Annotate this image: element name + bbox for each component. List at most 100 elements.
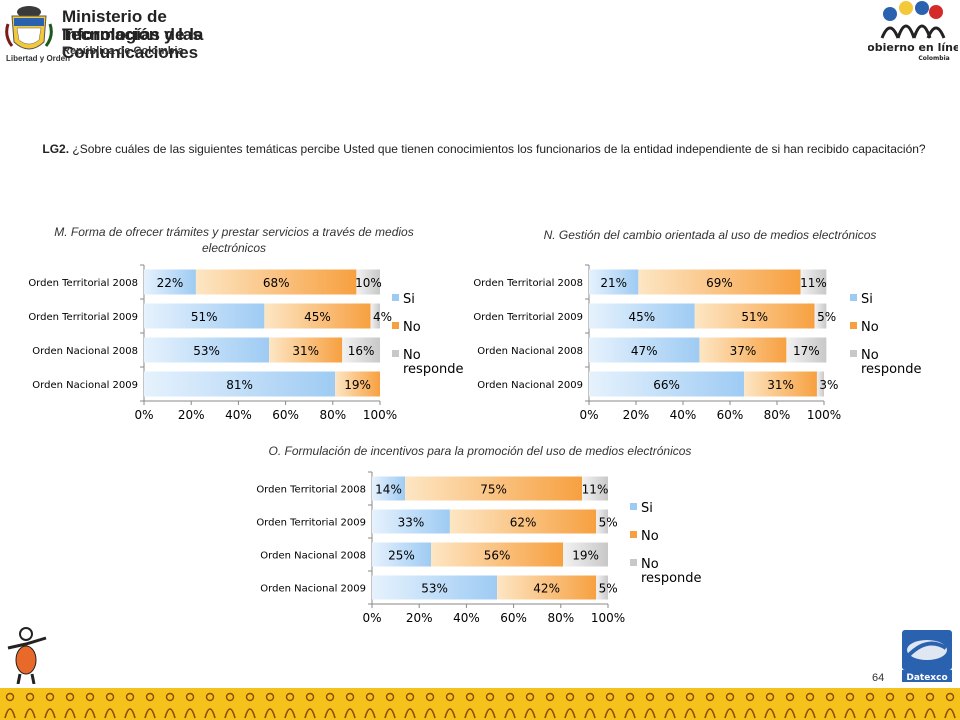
bar-segment-si xyxy=(144,337,270,363)
person-head-icon xyxy=(165,692,175,702)
x-tick-label: 40% xyxy=(670,408,697,422)
bar-segment-si xyxy=(589,337,700,363)
legend-swatch xyxy=(630,559,637,566)
data-label: 19% xyxy=(344,378,371,392)
datexco-brand: Datexco xyxy=(906,673,947,683)
bar-segment-no xyxy=(699,337,787,363)
bar-segment-no xyxy=(449,509,597,534)
person-body-icon xyxy=(804,708,816,719)
bar-segment-no-responde xyxy=(816,371,824,397)
chart-o: Orden Territorial 2008 14% 75% 11% Orden Ter… xyxy=(256,471,702,625)
person-body-icon xyxy=(184,708,196,719)
x-tick-label: 0% xyxy=(134,408,153,422)
person-body-icon xyxy=(324,708,336,719)
person-body-icon xyxy=(124,708,136,719)
footer-people-border xyxy=(0,688,960,720)
person-head-icon xyxy=(265,692,275,702)
person-head-icon xyxy=(85,692,95,702)
category-label: Orden Nacional 2009 xyxy=(32,380,138,391)
bar-segment-no xyxy=(497,575,597,600)
ministry-name-line1: Ministerio de Tecnologías de la xyxy=(62,7,204,44)
person-body-icon xyxy=(404,708,416,719)
person-body-icon xyxy=(284,708,296,719)
x-tick-label: 60% xyxy=(272,408,299,422)
person-body-icon xyxy=(204,708,216,719)
data-label: 17% xyxy=(793,344,820,358)
bar-segment-no-responde xyxy=(563,542,608,567)
data-label: 56% xyxy=(484,549,511,563)
bar-segment-no xyxy=(694,303,815,329)
person-body-icon xyxy=(264,708,276,719)
person-body-icon xyxy=(524,708,536,719)
person-head-icon xyxy=(625,692,635,702)
legend-label: Si xyxy=(861,292,873,307)
x-tick-label: 100% xyxy=(591,611,625,625)
bar-segment-no xyxy=(269,337,343,363)
person-body-icon xyxy=(684,708,696,719)
person-head-icon xyxy=(245,692,255,702)
person-head-icon xyxy=(765,692,775,702)
person-head-icon xyxy=(425,692,435,702)
person-head-icon xyxy=(305,692,315,702)
chart-n-title: N. Gestión del cambio orientada al uso d… xyxy=(543,228,877,242)
data-label: 5% xyxy=(817,310,836,324)
person-head-icon xyxy=(185,692,195,702)
x-tick-label: 20% xyxy=(623,408,650,422)
category-label: Orden Territorial 2008 xyxy=(473,278,583,289)
person-body-icon xyxy=(884,708,896,719)
bar-segment-no-responde xyxy=(342,337,380,363)
person-head-icon xyxy=(45,692,55,702)
x-tick-label: 0% xyxy=(579,408,598,422)
legend-swatch xyxy=(850,294,857,301)
person-body-icon xyxy=(4,708,16,719)
data-label: 68% xyxy=(263,276,290,290)
person-body-icon xyxy=(944,708,956,719)
legend-swatch xyxy=(850,350,857,357)
page-number: 64 xyxy=(872,672,885,684)
question-body: ¿Sobre cuáles de las siguientes temática… xyxy=(72,142,926,156)
person-head-icon xyxy=(705,692,715,702)
gobierno-name: Gobierno en línea xyxy=(868,41,958,54)
person-body-icon xyxy=(624,708,636,719)
person-body-icon xyxy=(344,708,356,719)
category-label: Orden Nacional 2008 xyxy=(477,346,583,357)
data-label: 45% xyxy=(304,310,331,324)
person-body-icon xyxy=(164,708,176,719)
data-label: 66% xyxy=(653,378,680,392)
data-label: 25% xyxy=(388,549,415,563)
data-label: 14% xyxy=(375,483,402,497)
person-head-icon xyxy=(685,692,695,702)
person-body-icon xyxy=(724,708,736,719)
person-head-icon xyxy=(365,692,375,702)
person-head-icon xyxy=(485,692,495,702)
legend-swatch xyxy=(630,503,637,510)
person-body-icon xyxy=(484,708,496,719)
legend-swatch xyxy=(392,350,399,357)
data-label: 10% xyxy=(355,276,382,290)
data-label: 47% xyxy=(631,344,658,358)
gobierno-en-linea-logo: Gobierno en línea Colombia xyxy=(868,0,958,62)
bar-segment-no-responde xyxy=(596,575,608,600)
x-tick-label: 20% xyxy=(406,611,433,625)
legend-label: No responde xyxy=(861,348,922,377)
data-label: 3% xyxy=(819,378,838,392)
person-head-icon xyxy=(945,692,955,702)
person-body-icon xyxy=(504,708,516,719)
person-head-icon xyxy=(545,692,555,702)
legend-label: No xyxy=(641,529,659,544)
bar-segment-no xyxy=(405,476,583,501)
data-label: 69% xyxy=(706,276,733,290)
bar-segment-si xyxy=(144,269,196,295)
data-label: 31% xyxy=(292,344,319,358)
bar-segment-no xyxy=(195,269,357,295)
legend-label: No xyxy=(403,320,421,335)
datexco-logo: Datexco xyxy=(902,630,952,683)
data-label: 4% xyxy=(373,310,392,324)
person-head-icon xyxy=(885,692,895,702)
coat-of-arms-icon xyxy=(5,6,53,50)
person-head-icon xyxy=(925,692,935,702)
bar-segment-no xyxy=(335,371,380,397)
bar-segment-si xyxy=(589,303,695,329)
chart-n: Orden Territorial 2008 21% 69% 11% Orden Ter… xyxy=(473,264,922,422)
legend-swatch xyxy=(630,531,637,538)
